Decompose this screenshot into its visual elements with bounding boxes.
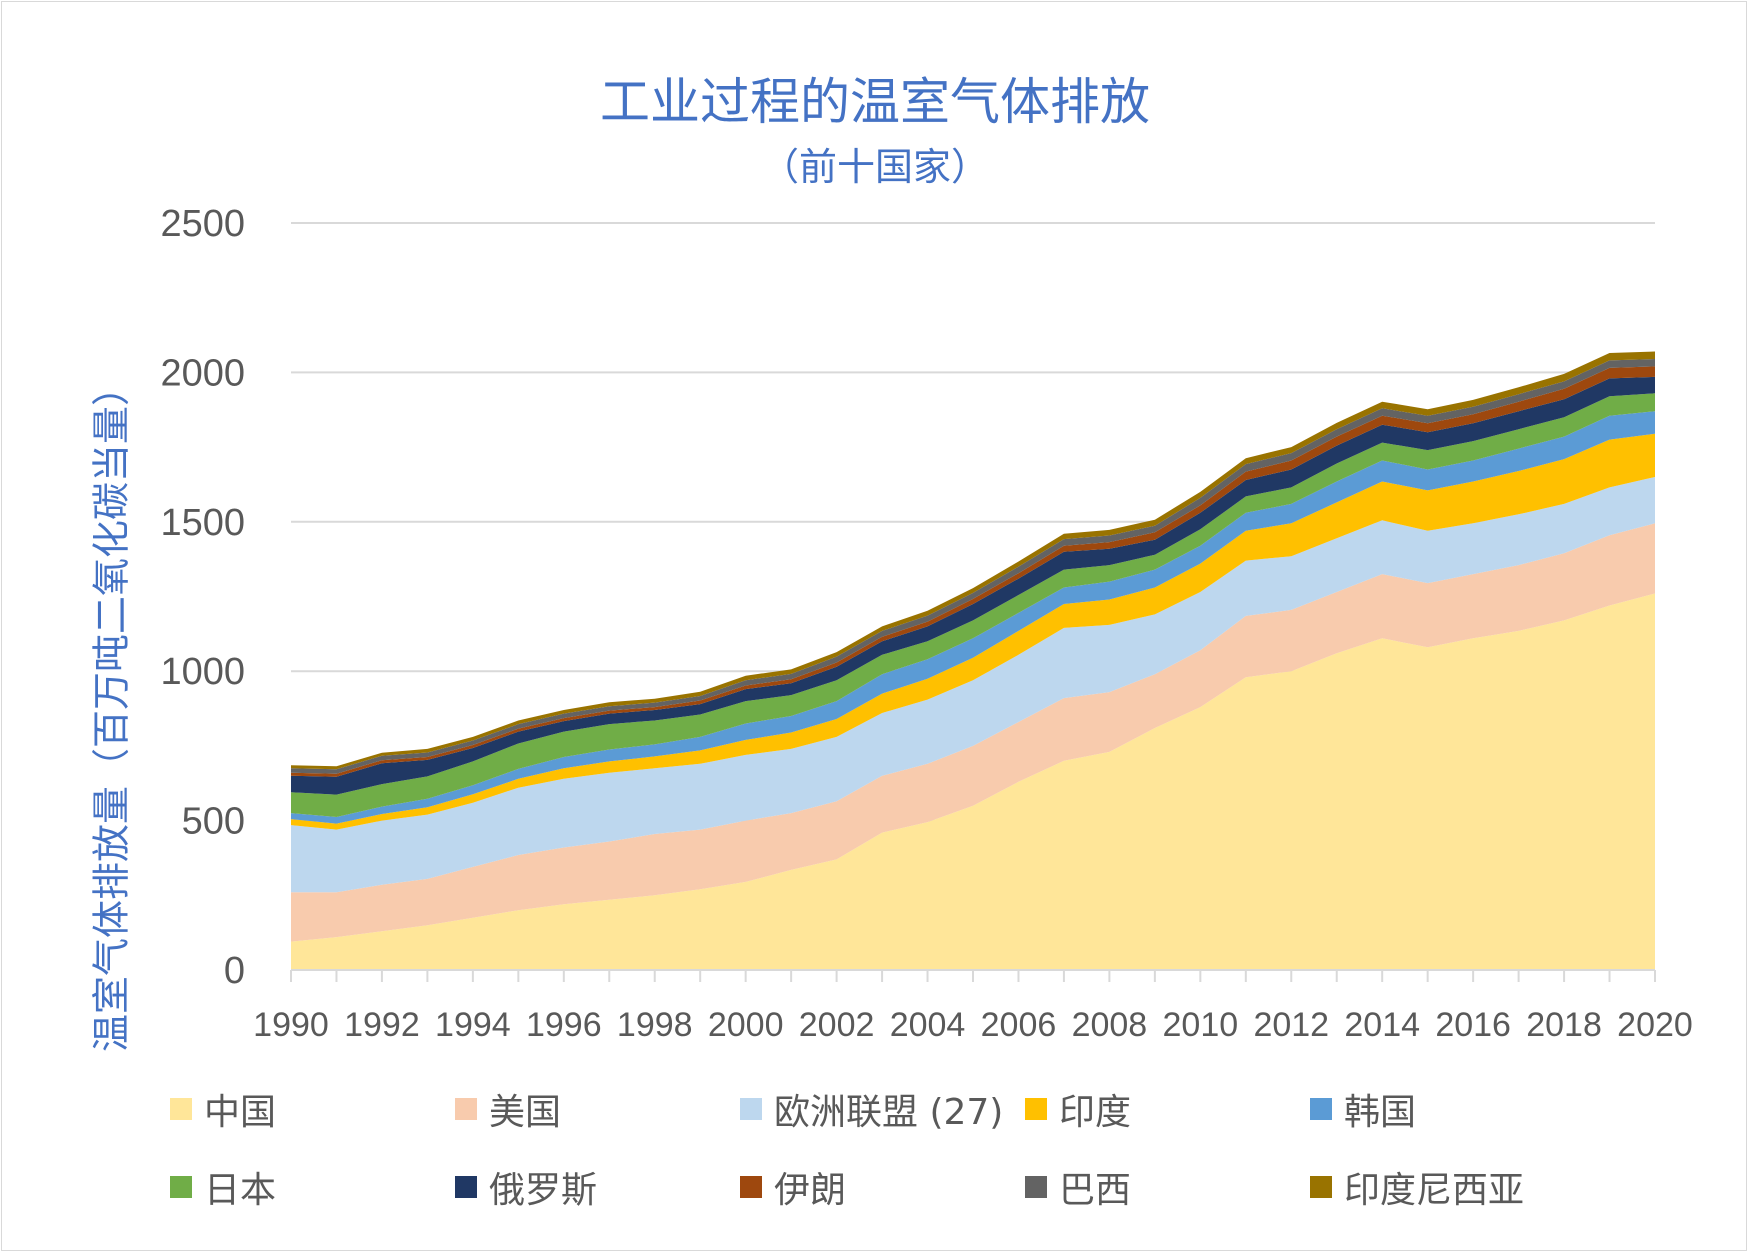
y-axis-ticks: 0 500 1000 1500 2000 2500 [160, 203, 245, 992]
legend-swatch [1310, 1098, 1332, 1120]
x-tick-label: 2020 [1617, 1006, 1693, 1044]
y-tick-label: 1500 [160, 502, 245, 544]
legend-item: 巴西 [1025, 1163, 1131, 1211]
x-tick-label: 2000 [708, 1006, 784, 1044]
area-series-4 [291, 411, 1655, 824]
x-tick-label: 2010 [1163, 1006, 1239, 1044]
x-tick-label: 2002 [799, 1006, 875, 1044]
area-series-0 [291, 593, 1655, 970]
legend-item: 日本 [170, 1163, 276, 1211]
x-tick-label: 2016 [1435, 1006, 1511, 1044]
chart-subtitle: （前十国家） [760, 145, 989, 189]
area-series-8 [291, 359, 1655, 774]
x-tick-label: 1998 [617, 1006, 693, 1044]
y-tick-label: 1000 [160, 651, 245, 693]
legend-swatch [740, 1098, 762, 1120]
x-tick-label: 1996 [526, 1006, 602, 1044]
legend-item: 印度尼西亚 [1310, 1163, 1524, 1211]
legend-label: 美国 [489, 1092, 562, 1133]
y-tick-label: 0 [224, 950, 245, 992]
legend-swatch [170, 1098, 192, 1120]
legend: 中国 美国 欧洲联盟 (27) 印度 韩国日本 俄罗斯 伊朗 巴西 印度尼西亚 [170, 1085, 1610, 1245]
legend-item: 俄罗斯 [455, 1163, 597, 1211]
x-tick-label: 2008 [1072, 1006, 1148, 1044]
area-series-9 [291, 351, 1655, 770]
legend-swatch [1025, 1176, 1047, 1198]
y-tick-label: 2500 [160, 203, 245, 245]
chart-title: 工业过程的温室气体排放 [600, 73, 1150, 131]
legend-label: 中国 [204, 1092, 277, 1133]
x-tick-label: 2006 [981, 1006, 1057, 1044]
stacked-areas [291, 351, 1655, 970]
legend-label: 印度 [1059, 1092, 1132, 1133]
y-tick-label: 2000 [160, 352, 245, 394]
legend-item: 伊朗 [740, 1163, 846, 1211]
legend-swatch [170, 1176, 192, 1198]
x-tick-label: 1994 [435, 1006, 511, 1044]
legend-label: 日本 [204, 1170, 277, 1211]
legend-swatch [455, 1176, 477, 1198]
x-tick-label: 2014 [1344, 1006, 1420, 1044]
x-tick-label: 2004 [890, 1006, 966, 1044]
x-tick-label: 1992 [344, 1006, 420, 1044]
area-series-3 [291, 433, 1655, 830]
legend-item: 美国 [455, 1085, 561, 1133]
y-tick-label: 500 [182, 801, 245, 843]
x-tick-label: 2018 [1526, 1006, 1602, 1044]
legend-item: 欧洲联盟 (27) [740, 1085, 1003, 1133]
axes [290, 969, 1656, 982]
area-series-1 [291, 523, 1655, 942]
legend-label: 印度尼西亚 [1344, 1170, 1525, 1211]
legend-swatch [455, 1098, 477, 1120]
legend-label: 伊朗 [774, 1170, 847, 1211]
legend-label: 欧洲联盟 (27) [774, 1092, 1004, 1133]
legend-swatch [740, 1176, 762, 1198]
x-tick-label: 2012 [1253, 1006, 1329, 1044]
legend-label: 韩国 [1344, 1092, 1417, 1133]
legend-label: 巴西 [1059, 1170, 1132, 1211]
legend-item: 韩国 [1310, 1085, 1416, 1133]
area-series-2 [291, 477, 1655, 893]
legend-item: 中国 [170, 1085, 276, 1133]
y-axis-label: 温室气体排放量（百万吨二氧化碳当量） [89, 367, 134, 1053]
area-series-5 [291, 393, 1655, 817]
x-axis-ticks: 1990 1992 1994 1996 1998 2000 2002 2004 2006 2008… [253, 1006, 1693, 1044]
x-tick-label: 1990 [253, 1006, 329, 1044]
area-series-7 [291, 366, 1655, 777]
legend-swatch [1025, 1098, 1047, 1120]
legend-item: 印度 [1025, 1085, 1131, 1133]
area-series-6 [291, 376, 1655, 795]
legend-label: 俄罗斯 [489, 1170, 598, 1211]
legend-swatch [1310, 1176, 1332, 1198]
